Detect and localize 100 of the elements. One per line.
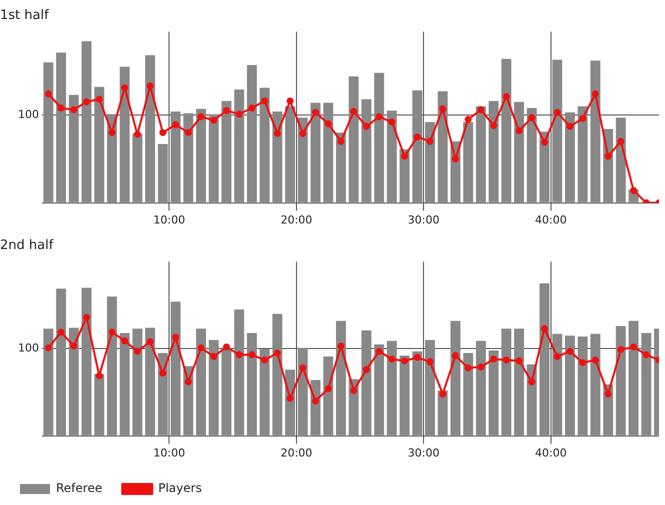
x-tick-label: 30:00 <box>408 446 440 460</box>
x-tick-label: 40:00 <box>535 213 567 226</box>
bar <box>616 118 626 202</box>
bar <box>438 390 448 436</box>
point <box>44 344 52 352</box>
point <box>401 152 408 160</box>
point <box>299 130 306 137</box>
bar <box>132 328 142 436</box>
point <box>388 356 396 363</box>
point <box>222 343 230 350</box>
bar <box>310 102 320 202</box>
point <box>108 129 116 136</box>
point <box>261 97 268 104</box>
point <box>172 334 180 341</box>
bar <box>260 348 270 436</box>
point <box>312 397 320 404</box>
chart-title: 2nd half <box>0 238 54 254</box>
bar <box>196 328 206 436</box>
point <box>604 390 612 398</box>
bar <box>501 58 512 202</box>
bar <box>43 328 54 436</box>
bar <box>361 330 372 436</box>
bar <box>463 122 474 202</box>
legend-label: Referee <box>56 481 102 496</box>
point <box>70 106 78 114</box>
point <box>236 351 243 358</box>
point <box>566 122 574 130</box>
point <box>172 121 180 128</box>
point <box>617 346 624 354</box>
bar <box>208 116 219 202</box>
point <box>159 129 166 136</box>
bar <box>323 356 334 436</box>
bar <box>82 288 92 436</box>
point <box>541 138 548 146</box>
point <box>464 116 472 123</box>
y-tick-label: 100 <box>18 342 39 355</box>
bar <box>170 302 181 436</box>
point <box>452 352 459 360</box>
point <box>528 378 536 386</box>
point <box>630 187 638 194</box>
point <box>516 357 523 364</box>
point <box>502 93 510 100</box>
point <box>261 356 268 364</box>
point <box>96 96 103 103</box>
point <box>401 357 408 364</box>
bar <box>68 328 79 436</box>
point <box>350 108 358 115</box>
point <box>528 114 536 122</box>
bar <box>476 106 486 202</box>
point <box>439 105 446 112</box>
bar <box>260 88 270 202</box>
point <box>630 343 638 350</box>
x-tick-label: 10:00 <box>153 446 186 460</box>
x-tick-label: 10:00 <box>153 213 186 226</box>
point <box>388 118 396 126</box>
bar <box>196 108 206 202</box>
point <box>134 130 141 138</box>
bar <box>476 340 486 436</box>
bar <box>298 348 308 436</box>
bar <box>246 333 257 436</box>
point <box>70 342 78 350</box>
point <box>579 115 586 122</box>
point <box>146 338 154 346</box>
bar <box>145 328 156 436</box>
bar <box>514 328 524 436</box>
point <box>248 104 256 112</box>
bar <box>94 374 104 436</box>
point <box>362 122 370 130</box>
point <box>83 314 90 321</box>
point <box>210 116 218 124</box>
bar <box>170 111 181 202</box>
point <box>376 348 383 355</box>
point <box>159 370 166 377</box>
bar <box>43 62 54 202</box>
point <box>592 356 599 364</box>
bar <box>463 353 474 436</box>
point <box>210 353 218 360</box>
bar <box>425 340 435 436</box>
point <box>286 394 294 402</box>
bar <box>540 132 550 202</box>
point <box>426 138 434 145</box>
bar <box>628 320 639 436</box>
bar <box>590 334 600 436</box>
bar <box>336 132 346 202</box>
point <box>477 363 484 370</box>
bar <box>578 336 588 436</box>
bar <box>183 113 194 202</box>
bar <box>56 52 66 202</box>
point <box>376 113 383 120</box>
x-tick-label: 20:00 <box>280 446 312 460</box>
point <box>592 90 599 98</box>
point <box>477 106 484 114</box>
point <box>134 348 141 355</box>
point <box>490 356 498 363</box>
point <box>439 390 446 398</box>
bar <box>488 100 499 202</box>
bar <box>488 350 499 436</box>
point <box>108 328 116 336</box>
bar <box>120 66 130 202</box>
point <box>464 364 472 372</box>
